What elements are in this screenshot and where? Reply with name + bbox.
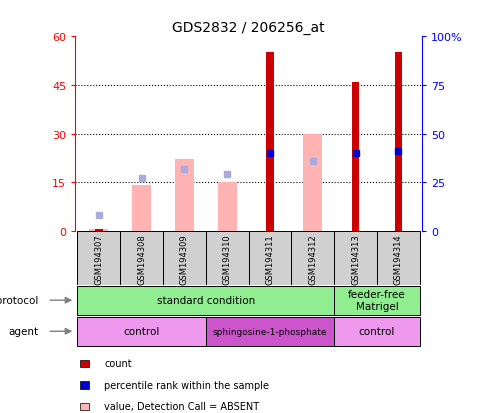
Text: value, Detection Call = ABSENT: value, Detection Call = ABSENT — [104, 401, 259, 411]
Bar — [333, 317, 419, 346]
Bar — [174, 160, 194, 231]
Bar — [217, 183, 236, 231]
Text: sphingosine-1-phosphate: sphingosine-1-phosphate — [212, 327, 327, 336]
Bar — [302, 134, 322, 231]
Bar — [120, 231, 163, 285]
Text: GSM194307: GSM194307 — [94, 233, 103, 284]
Bar — [205, 231, 248, 285]
Text: GSM194308: GSM194308 — [137, 233, 146, 284]
Bar — [248, 231, 291, 285]
Text: GSM194312: GSM194312 — [308, 233, 317, 284]
Title: GDS2832 / 206256_at: GDS2832 / 206256_at — [172, 21, 324, 35]
Text: count: count — [104, 358, 132, 368]
Bar — [333, 231, 376, 285]
Text: GSM194313: GSM194313 — [350, 233, 359, 284]
Text: GSM194314: GSM194314 — [393, 233, 402, 284]
Bar — [95, 230, 102, 231]
Bar — [77, 286, 333, 315]
Text: GSM194311: GSM194311 — [265, 233, 274, 284]
Bar — [376, 231, 419, 285]
Bar — [132, 186, 151, 231]
Text: agent: agent — [9, 326, 39, 337]
Text: standard condition: standard condition — [156, 295, 255, 306]
Bar — [351, 83, 359, 231]
Text: percentile rank within the sample: percentile rank within the sample — [104, 380, 269, 390]
Bar — [205, 317, 333, 346]
Text: control: control — [123, 326, 159, 337]
Bar — [266, 53, 273, 231]
Bar — [333, 286, 419, 315]
Text: control: control — [358, 326, 394, 337]
Bar — [291, 231, 333, 285]
Text: GSM194309: GSM194309 — [180, 233, 188, 284]
Bar — [89, 230, 108, 231]
Bar — [394, 53, 401, 231]
Text: growth protocol: growth protocol — [0, 295, 39, 306]
Bar — [77, 317, 205, 346]
Text: feeder-free
Matrigel: feeder-free Matrigel — [348, 290, 405, 311]
Bar — [163, 231, 205, 285]
Bar — [77, 231, 120, 285]
Text: GSM194310: GSM194310 — [222, 233, 231, 284]
